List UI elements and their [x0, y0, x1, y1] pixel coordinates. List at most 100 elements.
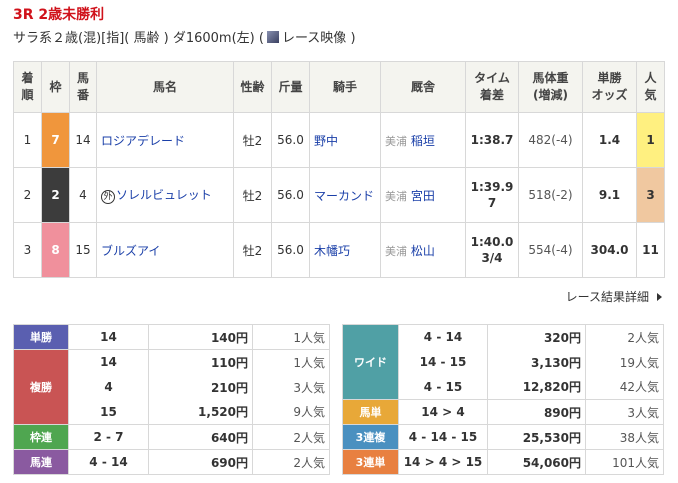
bet-type-label: ワイド — [342, 324, 399, 400]
jockey-link[interactable]: 木幡巧 — [314, 243, 351, 258]
jockey-link[interactable]: マーカンド — [314, 188, 375, 203]
column-header: 馬名 — [96, 61, 234, 113]
payout-popularity: 2人気 — [252, 424, 330, 450]
column-header: 着 順 — [13, 61, 42, 113]
bet-type-label: 単勝 — [13, 324, 69, 350]
payout-popularity: 3人気 — [252, 374, 330, 400]
sex-age: 牡2 — [233, 167, 272, 223]
race-video-link[interactable]: レース映像 — [281, 31, 347, 46]
trainer-link[interactable]: 松山 — [410, 243, 435, 258]
bet-type-label: 馬連 — [13, 449, 69, 475]
payout-table-left: 単勝 14 140円 1人気 複勝 14 110円 1人気 4 210円 3人気 15 1,520円 9人… — [13, 324, 330, 475]
payout-popularity: 2人気 — [252, 449, 330, 475]
column-header: 騎手 — [309, 61, 381, 113]
jockey-cell: マーカンド — [309, 167, 381, 223]
more-link-label[interactable]: レース結果詳細 — [565, 290, 649, 304]
horse-name-cell: 外ソレルビュレット — [96, 167, 234, 223]
sex-age: 牡2 — [233, 112, 272, 168]
jockey-cell: 野中 — [309, 112, 381, 168]
horse-name-link[interactable]: ロジアデレード — [101, 133, 186, 148]
finish-time: 1:38.7 — [470, 133, 514, 147]
popularity: 11 — [636, 222, 665, 278]
payout-popularity: 2人気 — [585, 324, 664, 350]
payout-row: 15 1,520円 9人気 — [14, 399, 330, 425]
bet-type-label: 馬単 — [342, 399, 399, 425]
trainer-link[interactable]: 稲垣 — [410, 133, 435, 148]
payout-row: 馬単 14 > 4 890円 3人気 — [342, 399, 664, 425]
payout-table-right: ワイド 4 - 14 320円 2人気 14 - 15 3,130円 19人気 4 - 15 1… — [342, 324, 664, 475]
payout-amount: 110円 — [148, 349, 253, 375]
combination: 14 - 15 — [398, 349, 488, 375]
margin: 3/4 — [481, 251, 503, 265]
stable-cell: 美浦 宮田 — [380, 167, 466, 223]
payout-row: ワイド 4 - 14 320円 2人気 — [342, 324, 664, 400]
payout-amount: 140円 — [148, 324, 253, 350]
payout-amount: 3,130円 — [487, 349, 586, 375]
payout-row: 複勝 14 110円 1人気 — [13, 349, 330, 425]
payout-amount: 890円 — [487, 399, 586, 425]
payout-popularity: 9人気 — [252, 399, 330, 425]
rank: 3 — [13, 222, 42, 278]
combination: 4 - 14 — [398, 324, 488, 350]
body-weight: 482(-4) — [518, 112, 583, 168]
column-header: 人 気 — [636, 61, 665, 113]
payout-popularity: 101人気 — [585, 449, 664, 475]
horse-name-cell: ロジアデレード — [96, 112, 234, 168]
paren: ) — [350, 31, 356, 46]
popularity: 3 — [636, 167, 665, 223]
rank: 2 — [13, 167, 42, 223]
payout-popularity: 3人気 — [585, 399, 664, 425]
horse-number: 15 — [69, 222, 97, 278]
payout-row: 単勝 14 140円 1人気 — [13, 324, 330, 350]
combination: 2 - 7 — [68, 424, 149, 450]
race-result-detail-link[interactable]: レース結果詳細 — [566, 288, 662, 305]
column-header: 枠 — [41, 61, 70, 113]
column-header: 厩舎 — [380, 61, 466, 113]
carried-weight: 56.0 — [271, 222, 310, 278]
frame-number: 2 — [41, 167, 70, 223]
payout-amount: 690円 — [148, 449, 253, 475]
horse-name-link[interactable]: ブルズアイ — [101, 243, 161, 258]
time-cell: 1:40.0 3/4 — [465, 222, 519, 278]
video-icon[interactable] — [266, 31, 279, 43]
carried-weight: 56.0 — [271, 167, 310, 223]
bet-type-label: 枠連 — [13, 424, 69, 450]
frame-number: 8 — [41, 222, 70, 278]
table-row: 2 2 4 外ソレルビュレット 牡2 56.0 マーカンド 美浦 宮田 1:39.9 7 518(-… — [13, 167, 665, 223]
finish-time: 1:39.9 — [470, 180, 514, 194]
payout-amount: 1,520円 — [148, 399, 253, 425]
time-cell: 1:39.9 7 — [465, 167, 519, 223]
payout-amount: 640円 — [148, 424, 253, 450]
combination: 14 > 4 > 15 — [398, 449, 488, 475]
frame-number: 7 — [41, 112, 70, 168]
column-header: 斤量 — [271, 61, 310, 113]
payout-row: 14 - 15 3,130円 19人気 — [343, 349, 664, 375]
table-row: 1 7 14 ロジアデレード 牡2 56.0 野中 美浦 稲垣 1:38.7 482(-4) 1.4… — [13, 112, 665, 168]
payout-row: 3連複 4 - 14 - 15 25,530円 38人気 — [342, 424, 664, 450]
bet-type-label: 複勝 — [13, 349, 69, 425]
win-odds: 1.4 — [582, 112, 637, 168]
column-header: タイム 着差 — [465, 61, 519, 113]
combination: 14 — [68, 324, 149, 350]
payout-popularity: 42人気 — [585, 374, 664, 400]
bet-type-label: 3連複 — [342, 424, 399, 450]
horse-name-link[interactable]: ソレルビュレット — [116, 188, 212, 202]
horse-number: 14 — [69, 112, 97, 168]
payout-row: 枠連 2 - 7 640円 2人気 — [13, 424, 330, 450]
payout-amount: 210円 — [148, 374, 253, 400]
payout-amount: 54,060円 — [487, 449, 586, 475]
jockey-cell: 木幡巧 — [309, 222, 381, 278]
carried-weight: 56.0 — [271, 112, 310, 168]
payout-popularity: 1人気 — [252, 349, 330, 375]
foreign-mark-icon: 外 — [101, 190, 115, 204]
jockey-link[interactable]: 野中 — [314, 133, 339, 148]
finish-time: 1:40.0 — [470, 235, 514, 249]
combination: 4 - 14 — [68, 449, 149, 475]
column-header: 馬 番 — [69, 61, 97, 113]
stable-cell: 美浦 稲垣 — [380, 112, 466, 168]
rank: 1 — [13, 112, 42, 168]
trainer-link[interactable]: 宮田 — [410, 188, 435, 203]
arrow-right-icon — [657, 293, 662, 301]
combination: 4 - 14 - 15 — [398, 424, 488, 450]
combination: 15 — [68, 399, 149, 425]
